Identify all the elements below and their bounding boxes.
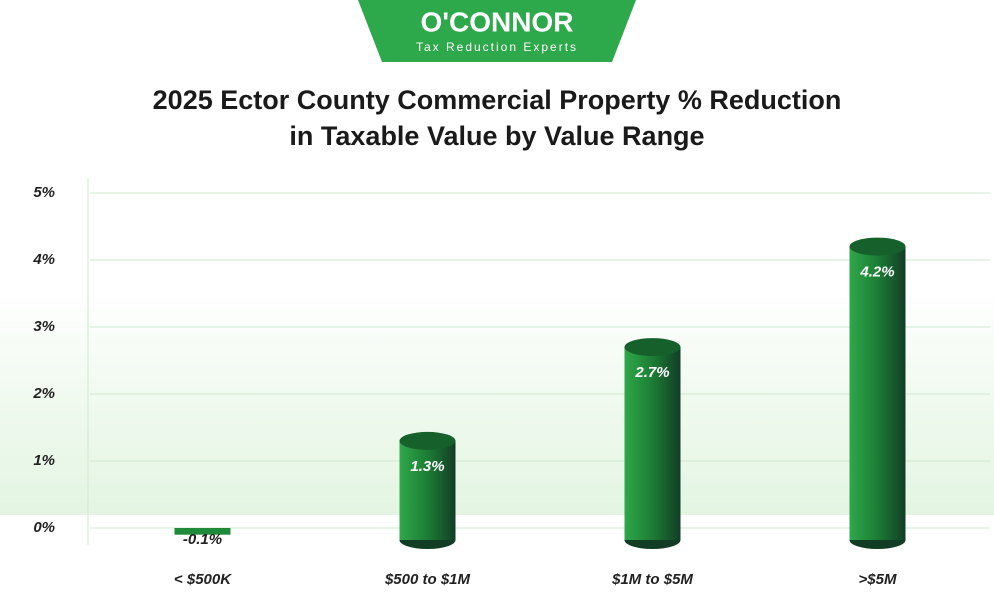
plot-background [0, 290, 994, 515]
bar-top [399, 431, 456, 450]
value-label: 1.3% [410, 458, 444, 475]
bar-top [849, 237, 906, 256]
y-tick-label: 1% [33, 452, 55, 469]
chart-title: in Taxable Value by Value Range [289, 121, 704, 151]
x-tick-label: $500 to $1M [384, 571, 471, 588]
logo-name: O'CONNOR [421, 6, 574, 37]
logo-badge [358, 0, 636, 62]
y-tick-label: 0% [33, 519, 55, 536]
bar [174, 528, 231, 535]
x-tick-label: >$5M [859, 571, 897, 588]
y-tick-label: 2% [32, 385, 55, 402]
x-tick-label: < $500K [174, 571, 232, 588]
logo-tagline: Tax Reduction Experts [416, 40, 578, 54]
value-label: 2.7% [634, 364, 669, 381]
bar [399, 440, 456, 540]
bar [849, 246, 906, 540]
y-tick-label: 3% [33, 318, 55, 335]
value-label: 4.2% [859, 264, 894, 281]
chart-title: 2025 Ector County Commercial Property % … [153, 85, 842, 115]
value-label: -0.1% [183, 531, 222, 548]
bar-top [624, 338, 681, 357]
bar [624, 347, 681, 540]
y-tick-label: 4% [32, 251, 55, 268]
x-tick-label: $1M to $5M [611, 571, 693, 588]
y-tick-label: 5% [33, 184, 55, 201]
